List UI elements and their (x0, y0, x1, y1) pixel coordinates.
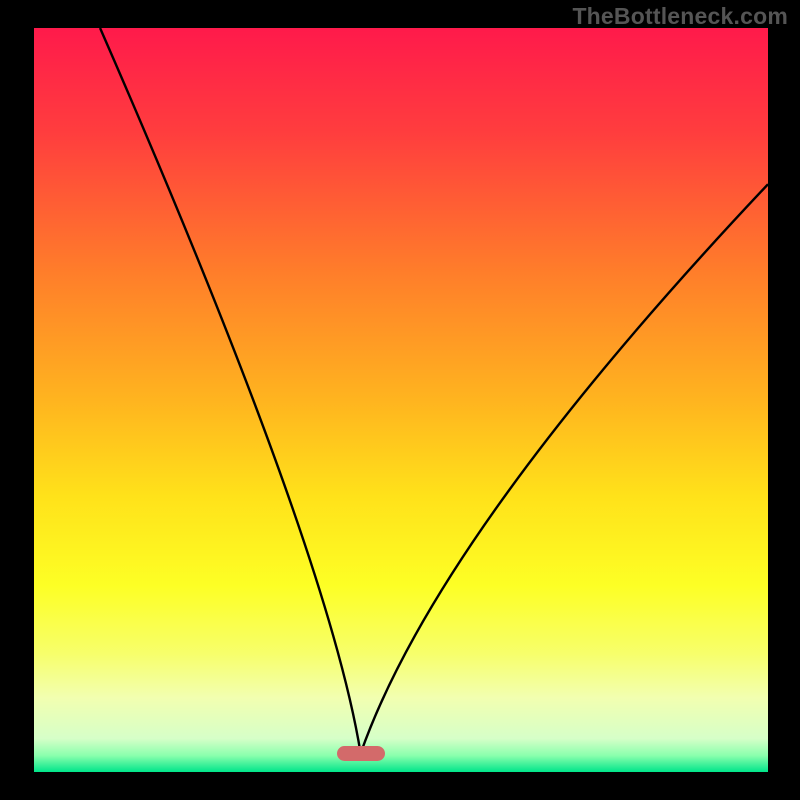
chart-plot-area (34, 28, 768, 772)
bottleneck-curve (34, 28, 768, 772)
bottleneck-marker (337, 746, 385, 761)
watermark-text: TheBottleneck.com (572, 3, 788, 30)
